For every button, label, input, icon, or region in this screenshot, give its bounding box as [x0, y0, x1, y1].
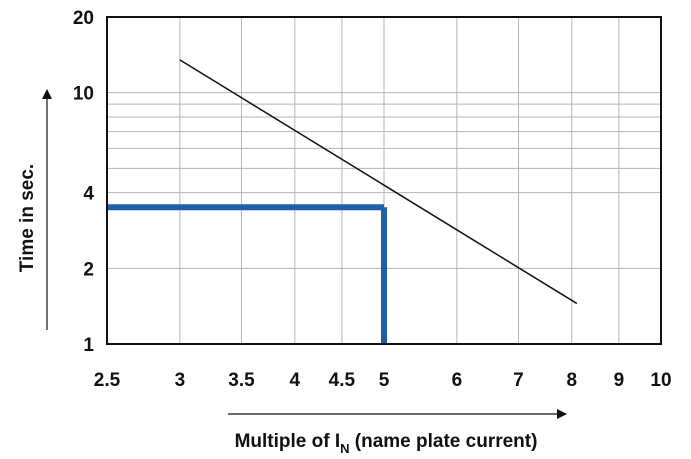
x-tick-label: 2.5 — [94, 370, 121, 391]
y-tick-label: 4 — [83, 184, 94, 205]
highlight-layer — [107, 204, 387, 344]
series-layer — [179, 59, 578, 305]
x-tick-label: 4 — [290, 370, 301, 391]
x-tick-label: 4.5 — [329, 370, 356, 391]
x-axis-label-prefix: Multiple of I — [235, 431, 341, 452]
x-axis-label-subscript: N — [340, 441, 349, 456]
y-tick-label: 20 — [73, 8, 94, 29]
trip-curve-line — [179, 59, 578, 305]
y-tick-label: 10 — [73, 84, 94, 105]
x-tick-label: 7 — [513, 370, 524, 391]
grid — [107, 17, 661, 344]
x-tick-label: 6 — [452, 370, 463, 391]
x-tick-label: 9 — [614, 370, 625, 391]
x-tick-label: 8 — [567, 370, 578, 391]
x-axis-label-suffix: (name plate current) — [350, 431, 538, 452]
plot-frame — [106, 16, 662, 345]
y-tick-label: 2 — [83, 259, 94, 280]
x-tick-label: 10 — [650, 370, 671, 391]
y-tick-label: 1 — [83, 335, 94, 356]
y-axis-label: Time in sec. — [17, 164, 38, 272]
x-tick-label: 3.5 — [228, 370, 255, 391]
x-tick-label: 3 — [175, 370, 186, 391]
x-tick-label: 5 — [379, 370, 390, 391]
x-axis-label: Multiple of IN (name plate current) — [235, 431, 538, 456]
tick-labels: 2.5 3 3.5 4 4.5 5 6 7 8 9 10 1 2 4 10 20 — [73, 8, 672, 391]
